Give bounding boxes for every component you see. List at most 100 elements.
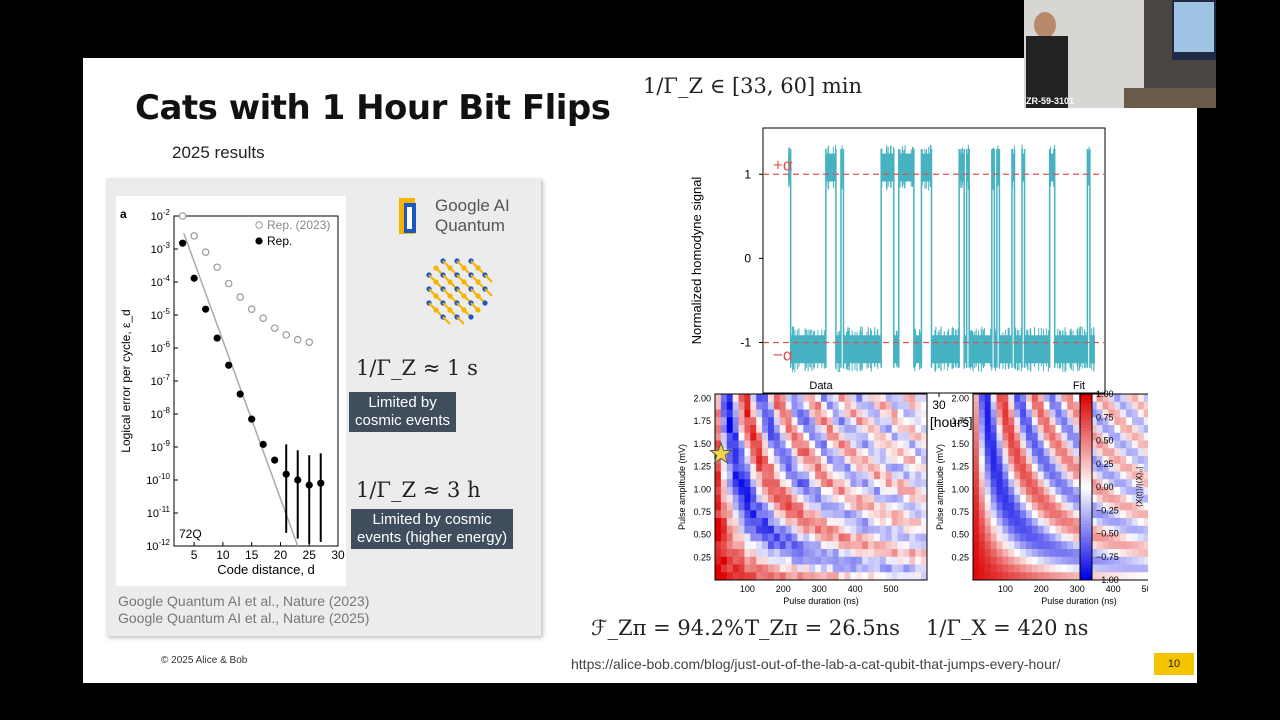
heatmap-cell [732, 417, 740, 426]
heatmap-cell [897, 510, 904, 519]
heatmap-cell [984, 564, 992, 573]
heatmap-cell [885, 564, 893, 573]
heatmap-cell [897, 487, 904, 496]
heatmap-cell [897, 401, 904, 410]
heatmap-cell [1061, 401, 1068, 410]
x-tick-label: 10 [216, 548, 230, 562]
heatmap-cell [715, 556, 722, 565]
heatmap-cell [1037, 494, 1045, 503]
heatmap-cell [762, 494, 769, 503]
heatmap-cell [850, 525, 857, 534]
heatmap-cell [909, 510, 916, 519]
heatmap-cell [1020, 471, 1027, 480]
heatmap-cell [744, 533, 751, 542]
heatmap-cell [850, 456, 857, 465]
heatmap-cell [809, 487, 816, 496]
heatmap-cell [996, 432, 1003, 441]
heatmap-cell [803, 518, 810, 527]
heatmap-cell [1114, 549, 1121, 558]
heatmap-cell [768, 556, 775, 565]
heatmap-cell [720, 564, 728, 573]
heatmap-cell [1073, 417, 1080, 426]
heatmap-cell [838, 564, 846, 573]
heatmap-cell [1008, 549, 1015, 558]
heatmap-cell [1020, 394, 1027, 403]
heatmap-cell [909, 502, 916, 511]
heatmap-cell [832, 510, 840, 519]
heatmap-cell [1061, 425, 1068, 434]
heatmap-cell [990, 494, 998, 503]
heatmap-cell [762, 432, 769, 441]
heatmap-cell [1031, 502, 1039, 511]
heatmap-cell [1073, 510, 1080, 519]
heatmap-cell [779, 432, 787, 441]
heatmap-cell [1126, 572, 1133, 581]
legend-marker-rep [255, 237, 263, 245]
heatmap-cell [1026, 425, 1033, 434]
heatmap-cell [978, 463, 986, 472]
heatmap-cell [732, 440, 740, 449]
heatmap-y-tick-label: 0.50 [693, 530, 711, 540]
heatmap-cell [1090, 401, 1098, 410]
signal-band [1011, 153, 1015, 182]
heatmap-cell [1073, 401, 1080, 410]
heatmap-cell [838, 409, 846, 418]
heatmap-cell [1090, 494, 1098, 503]
heatmap-cell [1061, 494, 1068, 503]
heatmap-cell [1020, 549, 1027, 558]
heatmap-cell [996, 463, 1003, 472]
heatmap-cell [891, 533, 899, 542]
heatmap-cell [1020, 409, 1027, 418]
heatmap-cell [909, 448, 916, 457]
heatmap-cell [1037, 541, 1045, 550]
heatmap-cell [1043, 487, 1051, 496]
blog-url-link[interactable]: https://alice-bob.com/blog/just-out-of-t… [571, 656, 1061, 672]
heatmap-cell [832, 549, 840, 558]
heatmap-cell [791, 448, 798, 457]
heatmap-cell [750, 456, 757, 465]
heatmap-cell [1126, 417, 1133, 426]
heatmap-cell [1137, 479, 1145, 488]
heatmap-cell [844, 572, 851, 581]
heatmap-cell [832, 487, 840, 496]
heatmap-cell [874, 502, 881, 511]
colorbar-segment [1080, 545, 1092, 550]
heatmap-cell [715, 549, 722, 558]
heatmap-cell [821, 533, 828, 542]
heatmap-cell [832, 525, 840, 534]
heatmap-cell [720, 409, 728, 418]
signal-band [1022, 153, 1025, 182]
heatmap-cell [815, 463, 822, 472]
slide-subtitle: 2025 results [172, 143, 265, 162]
heatmap-cell [797, 409, 804, 418]
heatmap-cell [996, 525, 1003, 534]
heatmap-cell [826, 394, 834, 403]
heatmap-cell [984, 409, 992, 418]
heatmap-cell [1096, 525, 1104, 534]
heatmap-cell [726, 409, 734, 418]
signal-trace [788, 144, 1095, 373]
heatmap-cell [874, 401, 881, 410]
heatmap-cell [850, 572, 857, 581]
heatmap-cell [1102, 471, 1109, 480]
colorbar-segment [1080, 496, 1092, 500]
heatmap-cell [856, 471, 863, 480]
panel-letter: a [120, 207, 127, 221]
heatmap-cell [1020, 510, 1027, 519]
heatmap-cell [1008, 409, 1015, 418]
heatmap-cell [1126, 456, 1133, 465]
heatmap-cell [1008, 417, 1015, 426]
heatmap-cell [984, 440, 992, 449]
heatmap-cell [1002, 479, 1009, 488]
heatmap-cell [996, 417, 1003, 426]
heatmap-cell [996, 541, 1003, 550]
heatmap-cell [978, 533, 986, 542]
heatmap-cell [1073, 471, 1080, 480]
heatmap-cell [720, 572, 728, 581]
heatmap-cell [897, 471, 904, 480]
heatmap-x-tick-label: 400 [848, 584, 863, 594]
heatmap-cell [1108, 471, 1115, 480]
heatmap-cell [756, 510, 763, 519]
heatmap-cell [885, 394, 893, 403]
heatmap-cell [1055, 401, 1062, 410]
